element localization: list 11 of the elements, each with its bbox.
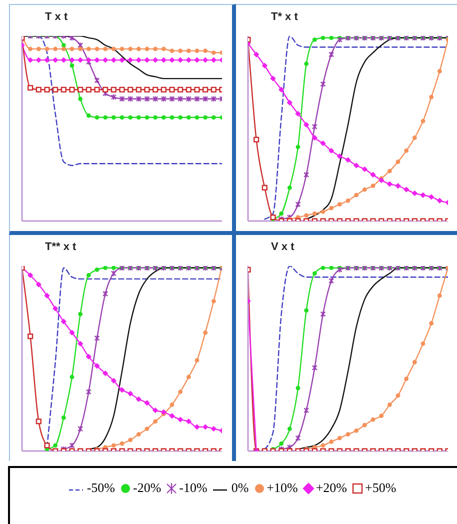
legend-label: +10%	[266, 480, 298, 496]
legend-label: 0%	[231, 480, 249, 496]
chart-title: T** x t	[45, 241, 76, 253]
legend-label: -10%	[179, 480, 208, 496]
chart-title: V x t	[271, 241, 294, 253]
legend-label: -50%	[86, 480, 115, 496]
chart-title: T* x t	[271, 11, 298, 23]
legend-label: +20%	[316, 480, 348, 496]
legend-label: -20%	[132, 480, 162, 496]
chart-title: T x t	[45, 11, 68, 23]
legend-label: +50%	[365, 480, 396, 496]
